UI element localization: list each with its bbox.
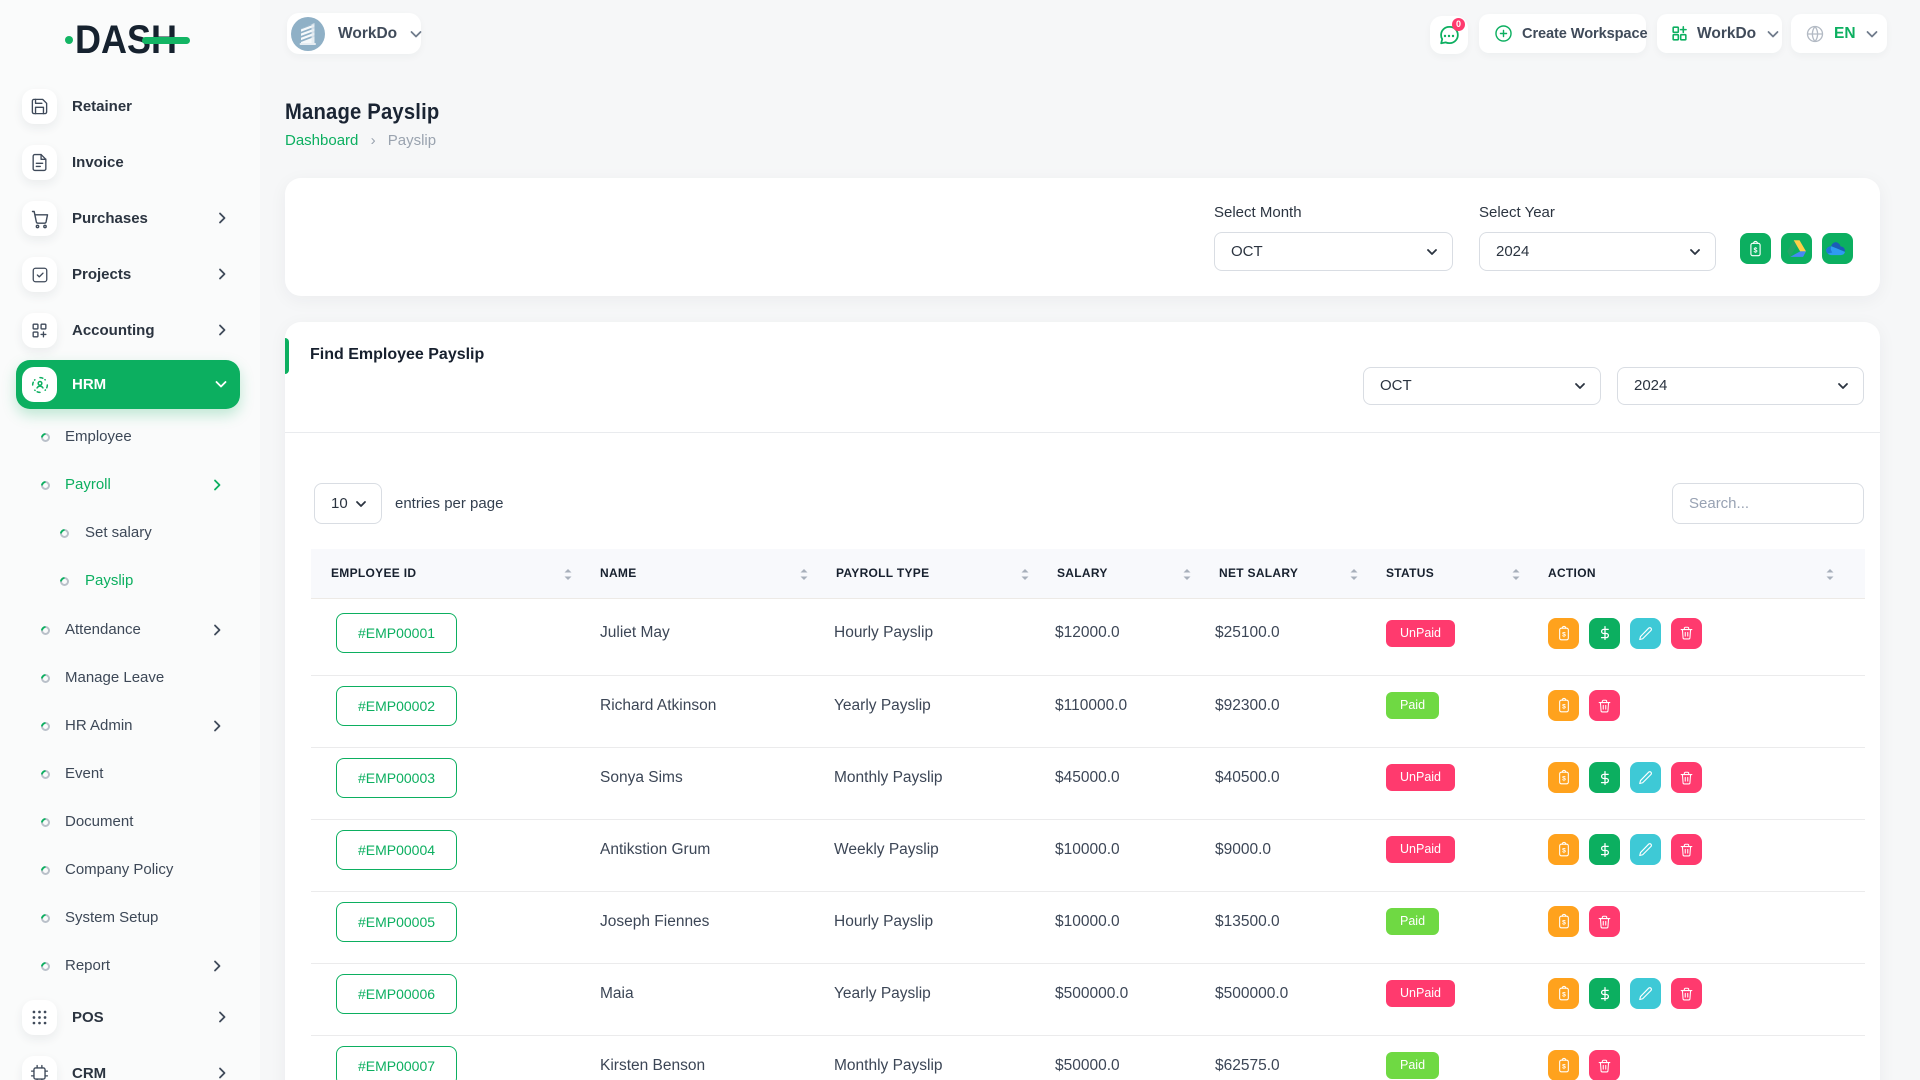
svg-text:$: $: [1562, 631, 1566, 638]
svg-text:$: $: [1562, 992, 1566, 999]
svg-text:$: $: [1562, 776, 1566, 783]
svg-text:$: $: [1562, 848, 1566, 855]
svg-text:$: $: [1562, 920, 1566, 927]
svg-text:$: $: [1562, 1064, 1566, 1071]
svg-text:$: $: [1562, 704, 1566, 711]
svg-text:$: $: [1754, 246, 1758, 254]
